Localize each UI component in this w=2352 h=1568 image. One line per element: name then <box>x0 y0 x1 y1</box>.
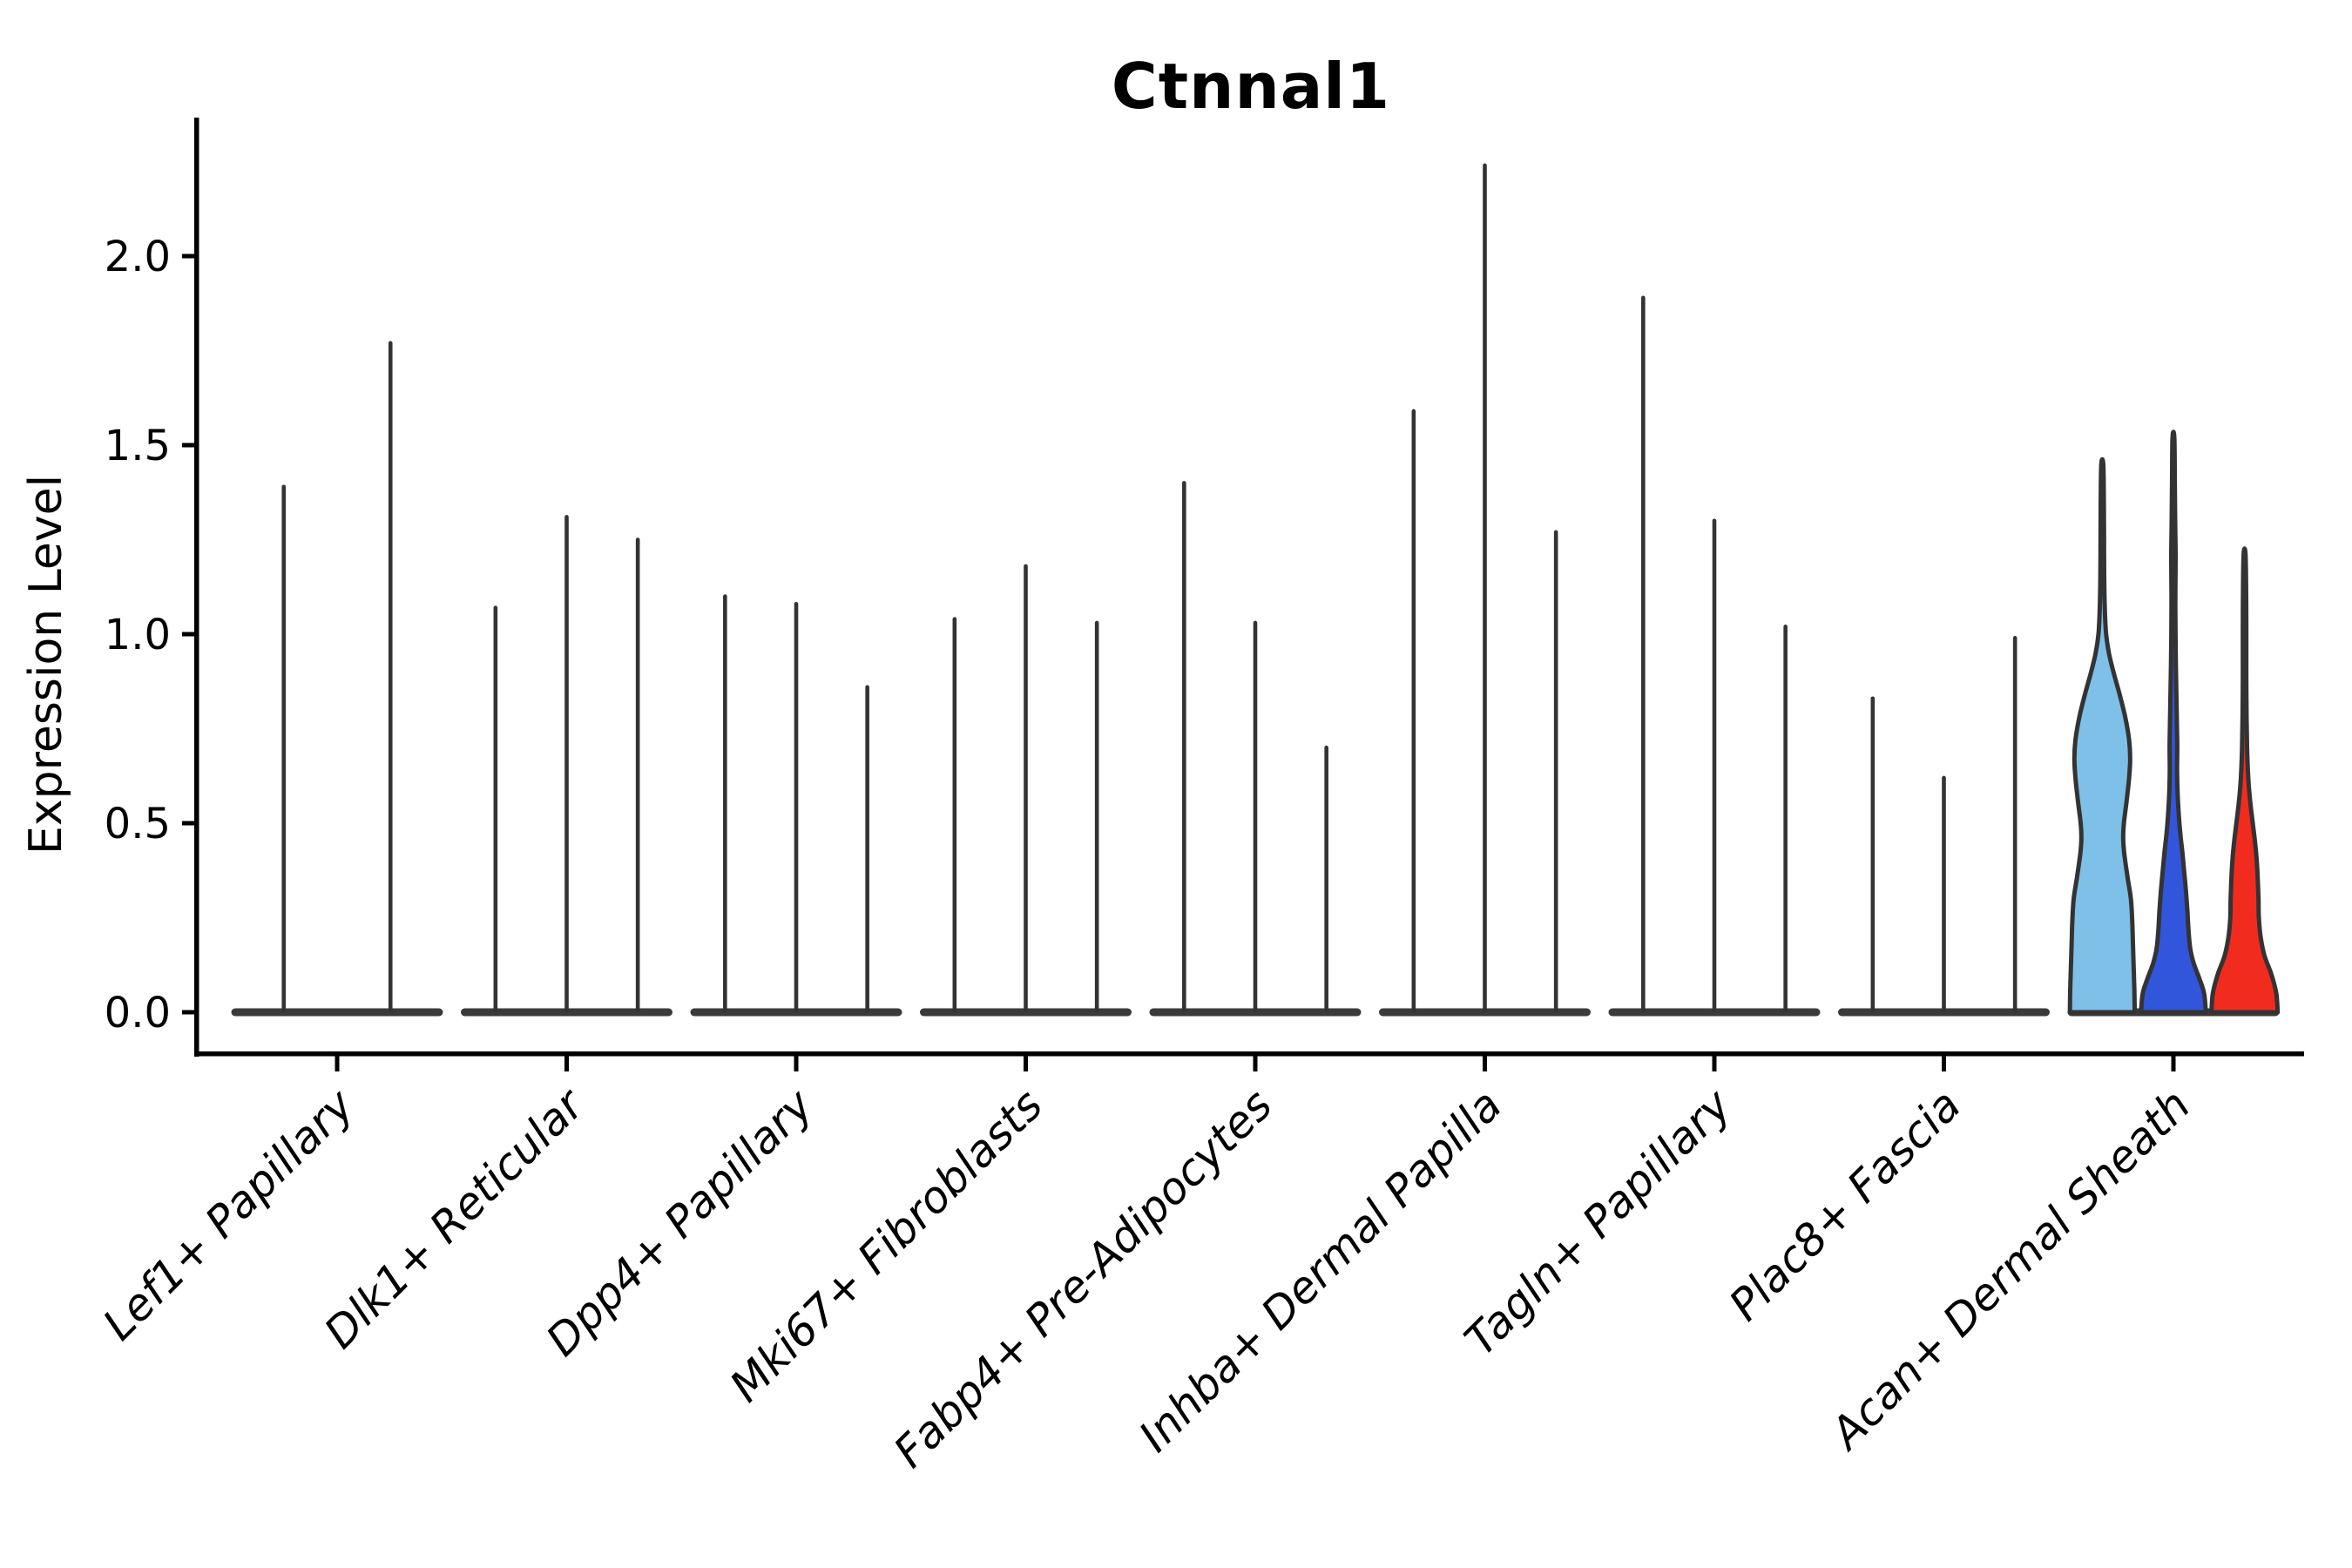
chart-title: Ctnnal1 <box>1112 50 1390 123</box>
x-tick-mark <box>1712 1056 1717 1071</box>
violin-shape <box>2067 456 2138 1015</box>
y-tick-mark <box>182 443 194 448</box>
y-tick-label: 0.0 <box>105 989 171 1037</box>
x-axis-spine <box>194 1051 2304 1057</box>
x-tick-mark <box>1483 1056 1487 1071</box>
y-tick-mark <box>182 1010 194 1015</box>
violin-shape <box>2139 429 2208 1015</box>
y-tick-label: 2.0 <box>105 233 171 281</box>
y-tick-label: 1.5 <box>105 422 171 470</box>
violin-base-bar <box>231 1008 443 1017</box>
y-tick-label: 1.0 <box>105 611 171 659</box>
x-tick-mark <box>794 1056 799 1071</box>
x-tick-label: Plac8+ Fascia <box>1720 1079 1970 1330</box>
violins-layer <box>231 163 2281 1017</box>
y-tick-mark <box>182 632 194 637</box>
y-tick-mark <box>182 821 194 826</box>
x-tick-mark <box>1024 1056 1028 1071</box>
x-tick-mark <box>2171 1056 2176 1071</box>
y-axis-label: Expression Level <box>20 475 72 855</box>
violin-shape <box>2209 546 2281 1015</box>
y-tick-mark <box>182 253 194 259</box>
x-tick-mark <box>564 1056 569 1071</box>
x-tick-mark <box>1253 1056 1258 1071</box>
x-tick-mark <box>1942 1056 1946 1071</box>
y-tick-label: 0.5 <box>105 800 171 848</box>
x-tick-mark <box>335 1056 340 1071</box>
x-tick-label: Lef1+ Papillary <box>93 1078 364 1349</box>
y-axis-spine <box>194 118 199 1057</box>
x-tick-label: Inhba+ Dermal Papilla <box>1130 1079 1511 1461</box>
x-tick-label: Fabp4+ Pre-Adipocytes <box>884 1079 1282 1477</box>
